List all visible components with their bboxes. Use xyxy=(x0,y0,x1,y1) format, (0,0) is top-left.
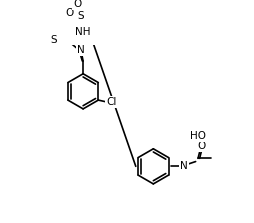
Text: O: O xyxy=(197,140,205,151)
Text: S: S xyxy=(77,11,84,21)
Text: HO: HO xyxy=(190,131,206,141)
Text: Cl: Cl xyxy=(106,97,117,107)
Text: NH: NH xyxy=(75,27,90,37)
Text: S: S xyxy=(50,35,57,45)
Text: N: N xyxy=(77,45,85,55)
Text: O: O xyxy=(66,8,74,18)
Text: N: N xyxy=(180,161,187,171)
Text: O: O xyxy=(73,0,82,8)
